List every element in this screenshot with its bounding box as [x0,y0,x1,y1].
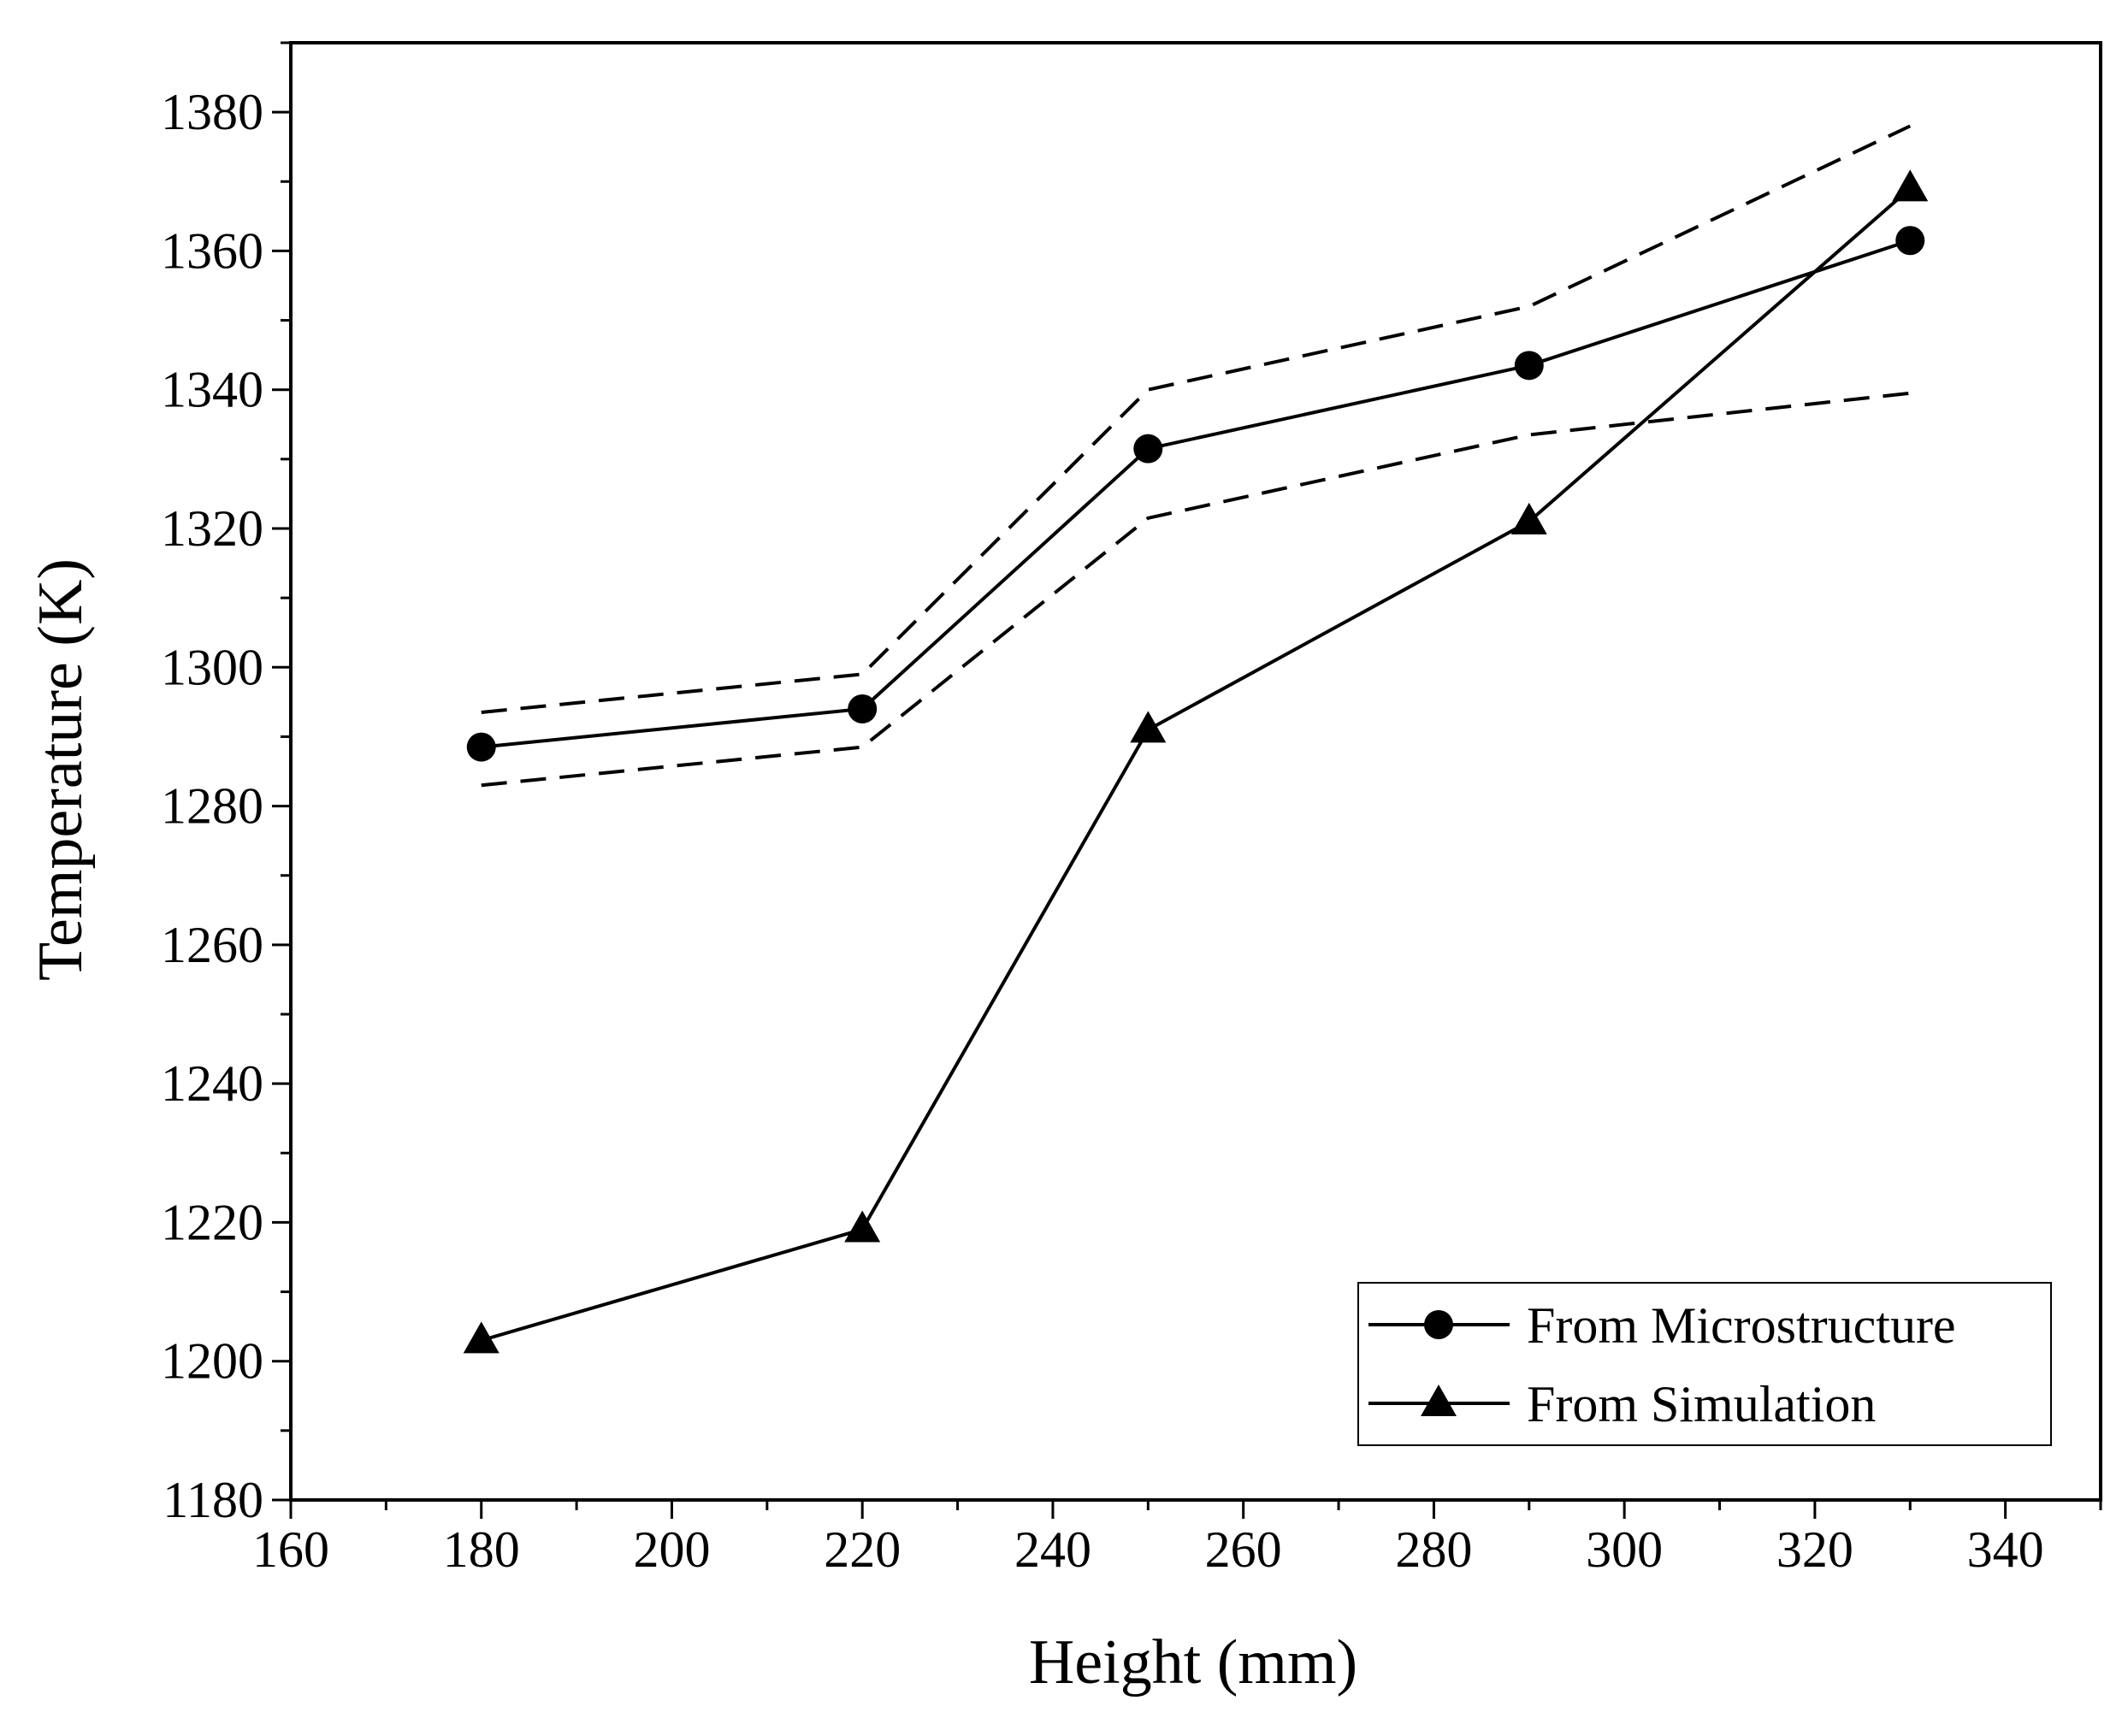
y-tick-label: 1380 [161,84,263,140]
x-tick-label: 260 [1205,1521,1282,1578]
x-tick-label: 200 [633,1521,710,1578]
x-tick-label: 300 [1586,1521,1663,1578]
lower-bound-line [481,391,1911,788]
data-point-microstructure [1133,434,1163,464]
x-tick-label: 180 [443,1521,520,1578]
confidence-bounds [481,124,1912,788]
x-tick-label: 160 [252,1521,329,1578]
data-point-simulation [1130,711,1167,743]
data-point-microstructure [1514,351,1544,381]
data-point-simulation [844,1210,881,1243]
axes [289,41,2102,1502]
data-point-simulation [1892,169,1929,202]
y-tick-label: 1200 [161,1333,263,1390]
x-tick-label: 320 [1776,1521,1853,1578]
series-line-microstructure [481,239,1911,749]
x-tick-label: 220 [824,1521,901,1578]
y-tick-label: 1280 [161,778,263,835]
legend-marker-triangle [1421,1385,1457,1416]
data-point-simulation [463,1321,499,1354]
legend-label-microstructure: From Microstructure [1527,1297,1956,1354]
x-axis-title: Height (mm) [1029,1627,1357,1698]
y-tick-label: 1260 [161,917,263,973]
data-point-simulation [1510,502,1547,534]
y-tick-label: 1240 [161,1055,263,1112]
data-point-microstructure [848,694,878,723]
y-tick-label: 1360 [161,222,263,279]
y-tick-label: 1320 [161,500,263,557]
y-tick-label: 1300 [161,639,263,695]
plot-frame [289,41,2102,1502]
y-tick-label: 1220 [161,1194,263,1250]
x-tick-label: 240 [1014,1521,1091,1578]
y-tick-label: 1180 [163,1472,263,1528]
upper-bound-line [481,124,1912,715]
data-point-microstructure [1895,226,1925,256]
legend-marker-circle [1424,1310,1453,1339]
series-markers [463,169,1929,1354]
ticks: 160 180 200 220 240 260 280 300 320 340 1180 1200 12… [161,41,2102,1578]
x-tick-label: 280 [1395,1521,1472,1578]
legend-label-simulation: From Simulation [1527,1376,1876,1432]
x-tick-label: 340 [1967,1521,2044,1578]
legend: From Microstructure From Simulation [1357,1282,2052,1446]
y-tick-label: 1340 [161,362,263,418]
legend-box [1357,1282,2052,1446]
data-point-microstructure [466,732,496,762]
y-axis-title: Temperature (K) [26,558,96,981]
